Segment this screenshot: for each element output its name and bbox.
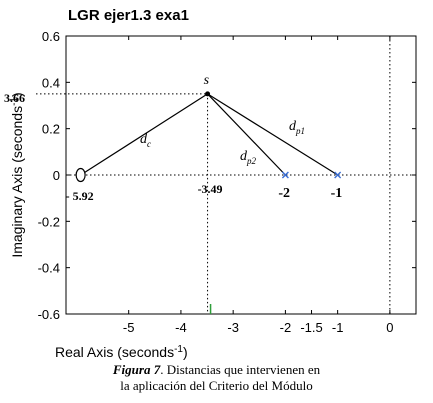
- figure-caption: Figura 7. Distancias que intervienen en …: [0, 362, 433, 394]
- distance-letter: d: [140, 132, 148, 147]
- x-tick-label: -2: [280, 320, 292, 335]
- x-tick-label: -4: [175, 320, 187, 335]
- y-tick-label: 0.2: [42, 122, 60, 137]
- point-s-marker: [205, 91, 211, 97]
- distance-label-dc: dc: [140, 132, 151, 149]
- y-tick-label: -0.2: [38, 214, 60, 229]
- pole2-value-label: -2: [278, 186, 290, 201]
- zero-value-label: - 5.92: [66, 189, 94, 203]
- distance-line-dp2: [207, 93, 286, 176]
- caption-text: . Distancias que intervienen en: [160, 362, 321, 377]
- distance-subscript: p2: [246, 156, 257, 166]
- s-real-value-label: -3.49: [198, 182, 223, 196]
- x-tick-label: -1.5: [300, 320, 322, 335]
- pole-cross-stroke: [281, 171, 289, 179]
- distance-letter: d: [240, 149, 248, 164]
- zero-marker: [75, 167, 86, 183]
- x-tick-label: -5: [123, 320, 135, 335]
- chart-title: LGR ejer1.3 exa1: [68, 7, 189, 24]
- dotted-reference-lines: [36, 36, 416, 314]
- x-axis-ticks: -5 -4 -3 -2 -1.5 -1 0: [123, 36, 393, 335]
- pole-cross-stroke: [334, 171, 342, 179]
- x-tick-label: -3: [227, 320, 239, 335]
- distance-line-dc: [80, 93, 208, 176]
- caption-label: Figura 7: [112, 362, 161, 377]
- point-s-label: s: [204, 73, 210, 88]
- distance-label-dp1: dp1: [289, 119, 305, 136]
- y-tick-label: 0: [53, 168, 60, 183]
- y-tick-label: -0.6: [38, 307, 60, 322]
- y-tick-label: -0.4: [38, 261, 60, 276]
- root-locus-marks: [75, 91, 342, 314]
- caption-line-1: Figura 7. Distancias que intervienen en: [0, 362, 433, 378]
- y-axis-ticks: 0.6 0.4 0.2 0 -0.2 -0.4 -0.6: [38, 29, 416, 322]
- distance-line-dp1: [207, 93, 338, 176]
- y-tick-label: 0.6: [42, 29, 60, 44]
- y-tick-label: 0.4: [42, 75, 60, 90]
- x-tick-label: 0: [386, 320, 393, 335]
- distance-letter: d: [289, 119, 297, 134]
- distance-subscript: c: [147, 139, 151, 149]
- caption-line-2: la aplicación del Criterio del Módulo: [120, 378, 313, 393]
- s-imag-value-label: 3.66: [4, 91, 25, 105]
- plot-area: [65, 35, 417, 315]
- distance-subscript: p1: [295, 126, 305, 136]
- pole1-value-label: -1: [331, 186, 343, 201]
- distance-label-dp2: dp2: [240, 149, 257, 166]
- x-axis-label: Real Axis (seconds-1): [55, 344, 188, 360]
- pole-marker: [334, 171, 342, 179]
- distance-lines: [80, 93, 338, 176]
- x-tick-label: -1: [332, 320, 344, 335]
- y-axis-label: Imaginary Axis (seconds-1): [9, 92, 25, 257]
- pole-marker: [281, 171, 289, 179]
